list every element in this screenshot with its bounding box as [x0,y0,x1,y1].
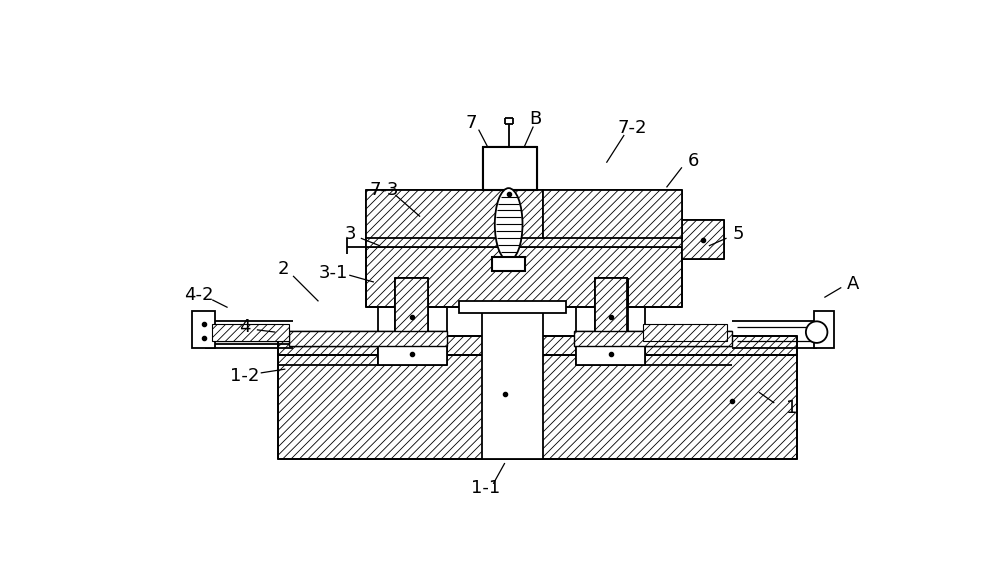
Bar [212,325,289,342]
Bar [483,147,537,190]
Ellipse shape [495,188,523,261]
Text: B: B [529,110,542,128]
Text: 3-1: 3-1 [319,264,349,282]
Text: 2: 2 [278,260,290,278]
Bar [192,311,215,347]
Bar [576,343,645,365]
Bar [289,331,447,346]
Text: 7-2: 7-2 [618,119,647,137]
Bar [814,311,834,347]
Bar [278,336,797,355]
Bar [643,325,727,342]
Bar [378,343,447,365]
Text: 4: 4 [239,318,250,336]
Text: A: A [847,275,859,292]
Text: 3: 3 [344,226,356,243]
Ellipse shape [806,321,827,343]
Text: 7: 7 [466,114,477,132]
Bar [395,278,428,363]
Bar [543,190,682,238]
Bar [366,190,543,238]
Bar [459,301,566,313]
Text: 4-2: 4-2 [184,286,214,304]
Bar [482,308,543,459]
Text: 5: 5 [732,224,744,243]
Bar [574,331,732,346]
Bar [682,220,724,259]
Text: 1-2: 1-2 [230,367,259,385]
Text: 7-3: 7-3 [369,180,399,199]
Text: 1: 1 [786,398,797,417]
Bar [366,238,682,308]
Text: 6: 6 [688,152,699,170]
Bar [366,228,713,247]
Bar [278,355,797,459]
Bar [595,278,627,363]
Text: 1-1: 1-1 [471,479,500,498]
Bar [492,257,525,271]
